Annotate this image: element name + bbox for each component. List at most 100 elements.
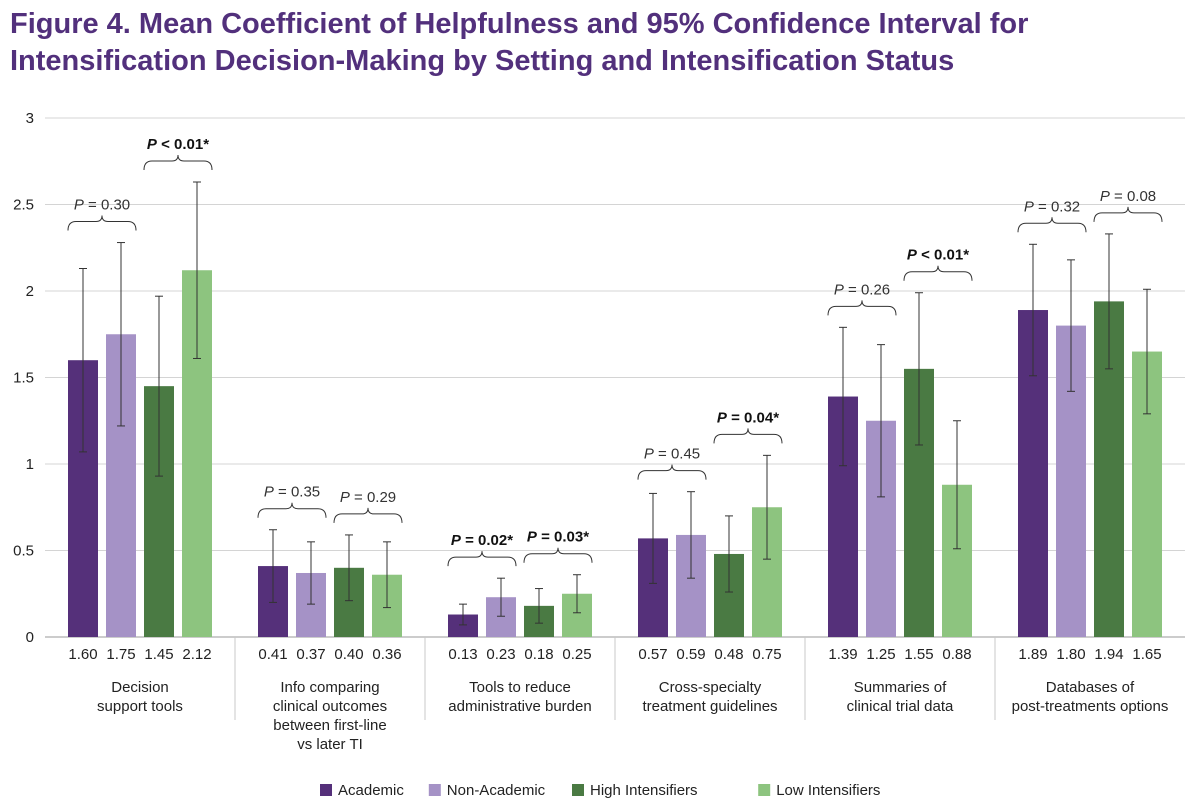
p-value-text: = 0.26 bbox=[844, 281, 890, 298]
p-value-label: P = 0.30 bbox=[74, 197, 130, 214]
p-value-text: = 0.35 bbox=[274, 484, 320, 501]
category-label: Databases of post-treatments options bbox=[1012, 679, 1169, 715]
data-label: 1.80 bbox=[1056, 646, 1085, 663]
y-tick-label: 3 bbox=[26, 110, 34, 127]
p-value-label: P = 0.26 bbox=[834, 281, 890, 298]
y-tick-label: 0 bbox=[26, 629, 34, 646]
p-value-text: = 0.04* bbox=[727, 409, 779, 426]
p-value-bracket bbox=[1017, 217, 1087, 233]
category-label-line: treatment guidelines bbox=[642, 698, 777, 715]
data-label: 1.94 bbox=[1094, 646, 1123, 663]
p-value-bracket bbox=[1093, 206, 1163, 222]
category-label-line: post-treatments options bbox=[1012, 698, 1169, 715]
legend-swatch bbox=[758, 784, 771, 796]
category-label-line: Summaries of bbox=[854, 679, 947, 696]
data-label: 0.88 bbox=[942, 646, 971, 663]
p-value-label: P = 0.08 bbox=[1100, 188, 1156, 205]
p-value-label: P = 0.29 bbox=[340, 489, 396, 506]
p-value-italic-p: P bbox=[1024, 198, 1034, 215]
y-tick-label: 0.5 bbox=[13, 543, 34, 560]
legend-label: High Intensifiers bbox=[590, 782, 698, 799]
y-tick-label: 1 bbox=[26, 456, 34, 473]
p-value-bracket bbox=[257, 502, 327, 518]
p-value-bracket bbox=[713, 428, 783, 444]
data-label: 1.75 bbox=[106, 646, 135, 663]
p-value-text: = 0.03* bbox=[537, 529, 589, 546]
data-label: 0.36 bbox=[372, 646, 401, 663]
p-value-bracket bbox=[67, 215, 137, 231]
category-label-line: administrative burden bbox=[448, 698, 591, 715]
data-label: 0.18 bbox=[524, 646, 553, 663]
data-label: 1.89 bbox=[1018, 646, 1047, 663]
data-label: 0.23 bbox=[486, 646, 515, 663]
category-label-line: support tools bbox=[97, 698, 183, 715]
p-value-text: = 0.32 bbox=[1034, 198, 1080, 215]
data-label: 0.75 bbox=[752, 646, 781, 663]
p-value-bracket bbox=[827, 300, 897, 316]
data-label: 1.39 bbox=[828, 646, 857, 663]
p-value-text: = 0.08 bbox=[1110, 188, 1156, 205]
p-value-bracket bbox=[523, 547, 593, 563]
p-value-bracket bbox=[447, 551, 517, 567]
y-tick-label: 2.5 bbox=[13, 197, 34, 214]
p-value-label: P < 0.01* bbox=[147, 136, 209, 153]
p-value-text: = 0.02* bbox=[461, 532, 513, 549]
category-label: Cross-specialty treatment guidelines bbox=[642, 679, 777, 715]
legend-swatch bbox=[572, 784, 584, 796]
y-tick-label: 2 bbox=[26, 283, 34, 300]
p-value-italic-p: P bbox=[717, 409, 728, 426]
p-value-label: P = 0.35 bbox=[264, 484, 320, 501]
p-value-italic-p: P bbox=[907, 247, 918, 264]
category-label-line: Tools to reduce bbox=[469, 679, 571, 696]
category-label: Summaries of clinical trial data bbox=[847, 679, 954, 715]
data-label: 0.48 bbox=[714, 646, 743, 663]
figure-title-line-1: Figure 4. Mean Coefficient of Helpfulnes… bbox=[10, 8, 1029, 40]
p-value-italic-p: P bbox=[74, 197, 84, 214]
legend-label: Non-Academic bbox=[447, 782, 546, 799]
p-value-text: = 0.45 bbox=[654, 446, 700, 463]
p-value-italic-p: P bbox=[1100, 188, 1110, 205]
category-label-line: Decision bbox=[111, 679, 169, 696]
p-value-text: = 0.30 bbox=[84, 197, 130, 214]
category-label-line: Info comparing bbox=[280, 679, 379, 696]
p-value-text: < 0.01* bbox=[917, 247, 969, 264]
data-label: 2.12 bbox=[182, 646, 211, 663]
data-label: 1.25 bbox=[866, 646, 895, 663]
p-value-italic-p: P bbox=[451, 532, 462, 549]
p-value-label: P = 0.32 bbox=[1024, 198, 1080, 215]
category-label-line: clinical trial data bbox=[847, 698, 954, 715]
legend-label: Academic bbox=[338, 782, 404, 799]
p-value-italic-p: P bbox=[527, 529, 538, 546]
data-label: 1.55 bbox=[904, 646, 933, 663]
p-value-italic-p: P bbox=[264, 484, 274, 501]
p-value-label: P = 0.02* bbox=[451, 532, 513, 549]
figure-title-line-2: Intensification Decision-Making by Setti… bbox=[10, 45, 955, 77]
p-value-bracket bbox=[637, 464, 707, 480]
legend-label: Low Intensifiers bbox=[776, 782, 880, 799]
category-label-line: Cross-specialty bbox=[659, 679, 762, 696]
category-label-line: between first-line bbox=[273, 717, 386, 734]
p-value-bracket bbox=[333, 507, 403, 523]
p-value-label: P < 0.01* bbox=[907, 247, 969, 264]
p-value-italic-p: P bbox=[147, 136, 158, 153]
data-label: 0.59 bbox=[676, 646, 705, 663]
bar bbox=[448, 614, 478, 637]
category-label: Info comparing clinical outcomes between f… bbox=[273, 679, 387, 753]
data-label: 0.13 bbox=[448, 646, 477, 663]
p-value-italic-p: P bbox=[340, 489, 350, 506]
data-label: 0.57 bbox=[638, 646, 667, 663]
data-label: 0.40 bbox=[334, 646, 363, 663]
p-value-text: = 0.29 bbox=[350, 489, 396, 506]
category-label-line: Databases of bbox=[1046, 679, 1135, 696]
legend-swatch bbox=[320, 784, 332, 796]
p-value-italic-p: P bbox=[834, 281, 844, 298]
data-label: 1.45 bbox=[144, 646, 173, 663]
figure-title: Figure 4. Mean Coefficient of Helpfulnes… bbox=[10, 6, 1190, 80]
data-label: 1.60 bbox=[68, 646, 97, 663]
p-value-label: P = 0.03* bbox=[527, 529, 589, 546]
legend-swatch bbox=[428, 784, 441, 796]
category-label-line: clinical outcomes bbox=[273, 698, 387, 715]
p-value-label: P = 0.45 bbox=[644, 446, 700, 463]
p-value-text: < 0.01* bbox=[157, 136, 209, 153]
